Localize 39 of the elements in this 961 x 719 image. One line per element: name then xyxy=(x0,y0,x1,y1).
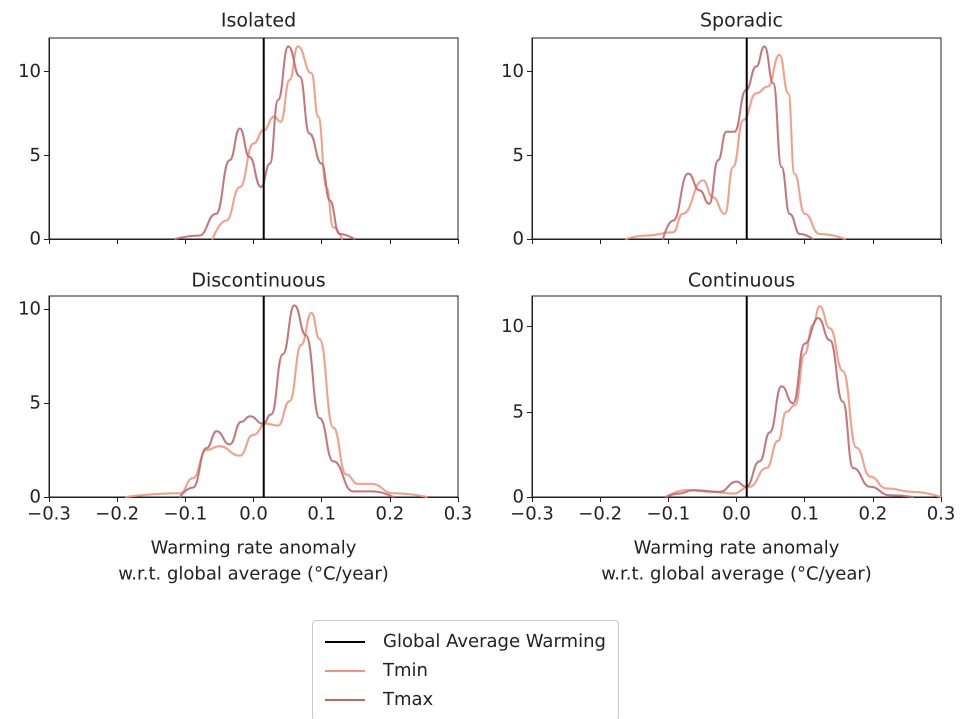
chart-title: Isolated xyxy=(220,10,296,32)
y-tick-label: 10 xyxy=(501,61,524,82)
x-tick-label: −0.2 xyxy=(578,504,622,524)
x-tick-label: 0.0 xyxy=(722,504,751,524)
y-tick-label: 10 xyxy=(18,298,41,320)
x-tick-label: 0.3 xyxy=(926,504,956,524)
line-series xyxy=(174,45,356,240)
y-tick-label: 10 xyxy=(18,61,41,82)
line-series xyxy=(125,312,428,498)
chart-title: Continuous xyxy=(688,270,796,292)
x-tick-label: 0.1 xyxy=(790,504,819,524)
chart-title: Sporadic xyxy=(700,10,783,32)
line-series xyxy=(212,45,344,240)
y-tick-label: 5 xyxy=(512,401,524,422)
y-tick-label: 0 xyxy=(512,228,524,250)
line-series xyxy=(625,54,846,240)
line-series xyxy=(662,45,814,240)
x-tick-label: 0.3 xyxy=(444,504,472,524)
line-series xyxy=(178,304,394,498)
x-tick-label: 0.2 xyxy=(858,504,888,524)
x-axis-title: Warming rate anomaly w.r.t. global average (°C/year) xyxy=(118,538,389,584)
legend-label: Global Average Warming xyxy=(383,631,606,652)
line-series xyxy=(665,317,914,498)
x-axis-title: Warming rate anomaly w.r.t. global average (°C/year) xyxy=(601,538,872,584)
y-tick-label: 5 xyxy=(30,144,41,166)
x-tick-label: 0.0 xyxy=(239,504,268,524)
y-tick-label: 10 xyxy=(501,316,524,338)
legend-label: Tmax xyxy=(383,689,434,710)
line-series xyxy=(665,305,942,498)
x-tick-label: −0.2 xyxy=(95,504,140,524)
y-tick-label: 0 xyxy=(30,228,41,250)
chart-title: Discontinuous xyxy=(191,270,326,292)
x-tick-label: 0.1 xyxy=(307,504,336,524)
y-tick-label: 5 xyxy=(512,144,524,166)
x-tick-label: −0.1 xyxy=(163,504,208,524)
legend-label: Tmin xyxy=(383,660,428,681)
x-tick-label: −0.1 xyxy=(646,504,690,524)
y-tick-label: 5 xyxy=(30,392,41,414)
x-tick-label: 0.2 xyxy=(376,504,404,524)
